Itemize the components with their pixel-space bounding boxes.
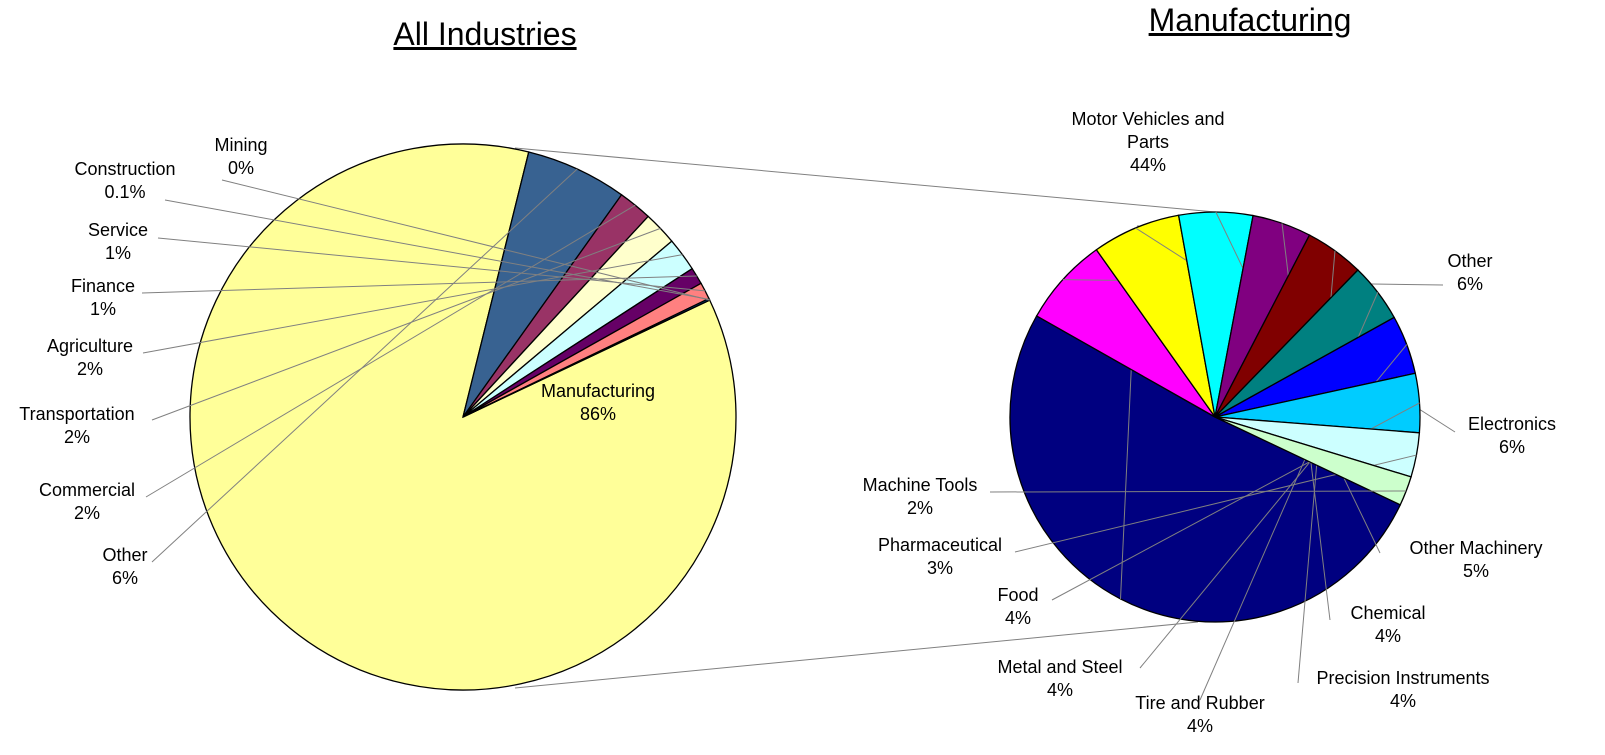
label-name: Mining <box>214 135 268 155</box>
pie-slice <box>189 143 737 691</box>
label-value: 6% <box>111 568 138 588</box>
label-value: 44% <box>1129 155 1167 175</box>
data-label: Tire and Rubber 4% <box>1120 692 1280 738</box>
label-name: Manufacturing <box>540 381 656 401</box>
leader-line <box>164 199 710 300</box>
label-value: 4% <box>1046 680 1073 700</box>
label-name: Service <box>87 220 149 240</box>
label-value: 3% <box>926 558 953 578</box>
label-name: Tire and Rubber <box>1135 693 1265 713</box>
data-label: Finance 1% <box>53 275 153 321</box>
label-name: Electronics <box>1467 414 1557 434</box>
label-value: 0.1% <box>104 182 146 202</box>
data-label: Precision Instruments 4% <box>1298 667 1508 713</box>
data-label: Pharmaceutical 3% <box>860 534 1020 580</box>
data-label: Agriculture 2% <box>30 335 150 381</box>
data-label: Metal and Steel 4% <box>980 656 1140 702</box>
label-value: 4% <box>1186 716 1213 736</box>
label-name: Precision Instruments <box>1316 668 1490 688</box>
label-value: 2% <box>76 359 103 379</box>
data-label: Service 1% <box>68 219 168 265</box>
label-name: Agriculture <box>46 336 134 356</box>
data-label: Construction 0.1% <box>55 158 195 204</box>
label-name: Other Machinery <box>1409 538 1543 558</box>
label-value: 2% <box>906 498 933 518</box>
label-name: Commercial <box>38 480 135 500</box>
label-value: 2% <box>73 503 100 523</box>
label-name: Construction <box>74 159 176 179</box>
data-label: Chemical 4% <box>1333 602 1443 648</box>
connector <box>514 621 1199 689</box>
label-name: Other <box>1447 251 1493 271</box>
data-label: Mining 0% <box>191 134 291 180</box>
label-name: Pharmaceutical <box>877 535 1003 555</box>
label-name: Transportation <box>19 404 135 424</box>
data-label: Manufacturing 86% <box>518 380 678 426</box>
data-label: Other 6% <box>1430 250 1510 296</box>
data-label: Motor Vehicles and Parts 44% <box>1068 108 1228 177</box>
label-value: 4% <box>1374 626 1401 646</box>
label-value: 86% <box>579 404 617 424</box>
leader-line <box>989 490 1407 493</box>
label-value: 6% <box>1498 437 1525 457</box>
leader-line <box>151 227 661 421</box>
label-value: 1% <box>89 299 116 319</box>
label-name: Chemical <box>1350 603 1426 623</box>
leader-line <box>151 168 578 563</box>
label-value: 5% <box>1462 561 1489 581</box>
label-value: 4% <box>1389 691 1416 711</box>
label-name: Food <box>997 585 1039 605</box>
chart-title: Manufacturing <box>1148 2 1352 38</box>
data-label: Other Machinery 5% <box>1391 537 1561 583</box>
data-label: Food 4% <box>978 584 1058 630</box>
label-name: Motor Vehicles and Parts <box>1071 109 1225 152</box>
label-value: 6% <box>1456 274 1483 294</box>
data-label: Transportation 2% <box>0 403 157 449</box>
pie-slice <box>1009 315 1402 623</box>
label-value: 1% <box>104 243 131 263</box>
label-value: 4% <box>1004 608 1031 628</box>
leader-line <box>221 179 710 301</box>
leader-line <box>141 275 697 294</box>
data-label: Machine Tools 2% <box>845 474 995 520</box>
label-name: Other <box>102 545 148 565</box>
label-name: Machine Tools <box>862 475 978 495</box>
chart-title: All Industries <box>393 16 577 52</box>
label-name: Metal and Steel <box>997 657 1123 677</box>
label-value: 2% <box>63 427 90 447</box>
connector <box>514 147 1216 213</box>
data-label: Commercial 2% <box>17 479 157 525</box>
label-value: 0% <box>227 158 254 178</box>
data-label: Electronics 6% <box>1452 413 1572 459</box>
data-label: Other 6% <box>75 544 175 590</box>
label-name: Finance <box>70 276 136 296</box>
leader-line <box>145 204 636 498</box>
